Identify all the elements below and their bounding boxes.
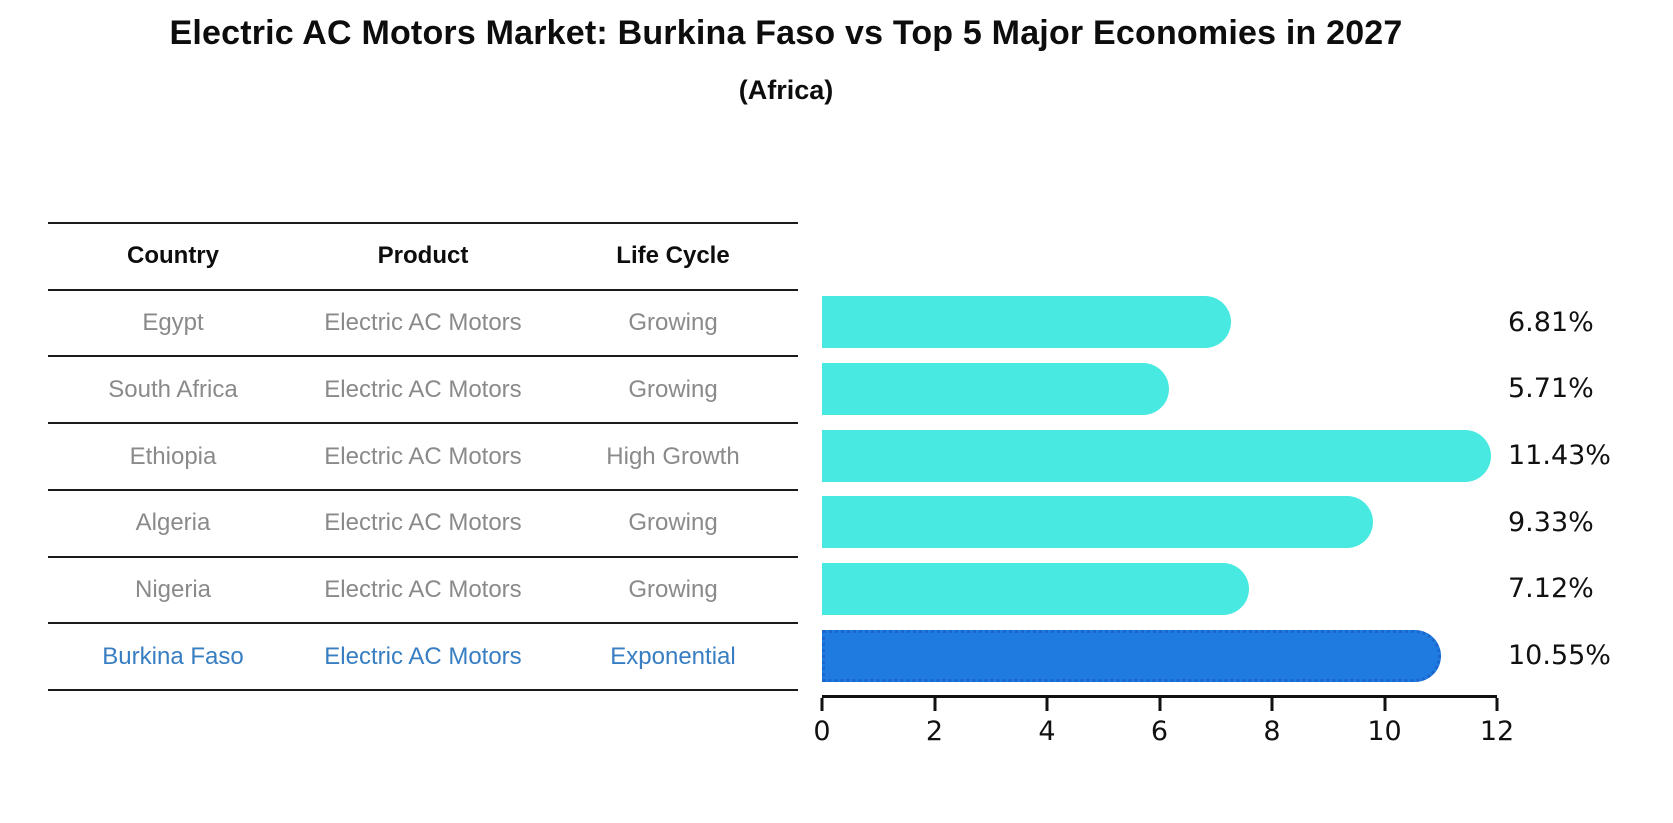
axis-tick bbox=[1158, 698, 1161, 711]
bar-burkina-faso bbox=[822, 629, 1442, 682]
table-row-ethiopia: Ethiopia Electric AC Motors High Growth bbox=[48, 424, 798, 491]
table-cell-life-cycle: Exponential bbox=[610, 642, 736, 670]
axis-tick bbox=[933, 698, 936, 711]
table-row-nigeria: Nigeria Electric AC Motors Growing bbox=[48, 558, 798, 625]
axis-tick-label: 2 bbox=[925, 716, 944, 747]
table-cell-life-cycle: Growing bbox=[628, 509, 718, 537]
table-cell-country: Egypt bbox=[142, 309, 204, 337]
table-row-burkina-faso: Burkina Faso Electric AC Motors Exponentia… bbox=[48, 624, 798, 692]
table-cell-product: Electric AC Motors bbox=[324, 509, 522, 537]
page-subtitle: (Africa) bbox=[738, 75, 834, 105]
figure-header: Electric AC Motors Market: Burkina Faso … bbox=[0, 14, 1572, 106]
table-cell-product: Electric AC Motors bbox=[324, 375, 522, 403]
comparison-table: Country Product Life Cycle Egypt Electric… bbox=[48, 222, 798, 692]
table-cell-life-cycle: High Growth bbox=[606, 442, 740, 470]
axis-tick-label: 8 bbox=[1263, 716, 1281, 747]
table-cell-product: Electric AC Motors bbox=[324, 575, 522, 603]
table-row-algeria: Algeria Electric AC Motors Growing bbox=[48, 491, 798, 558]
table-cell-life-cycle: Growing bbox=[628, 575, 718, 603]
axis-tick-label: 0 bbox=[813, 716, 831, 747]
x-axis: 0 2 4 6 8 10 12 bbox=[813, 695, 1514, 758]
axis-tick-label: 12 bbox=[1479, 716, 1515, 747]
axis-tick-label: 6 bbox=[1150, 716, 1169, 747]
header-cell-life-cycle: Life Cycle bbox=[616, 242, 730, 270]
axis-tick bbox=[1270, 698, 1274, 711]
bar-nigeria bbox=[822, 562, 1249, 615]
table-row-egypt: Egypt Electric AC Motors Growing bbox=[48, 291, 798, 358]
value-label: 11.43% bbox=[1508, 440, 1611, 472]
table-cell-life-cycle: Growing bbox=[628, 309, 718, 337]
table-cell-product: Electric AC Motors bbox=[324, 309, 522, 337]
header-cell-country: Country bbox=[127, 242, 219, 270]
value-label: 10.55% bbox=[1508, 640, 1611, 672]
value-row-burkina-faso: 10.55% bbox=[1508, 622, 1673, 689]
table-cell-country: Nigeria bbox=[134, 575, 212, 603]
axis-tick-label: 4 bbox=[1038, 716, 1056, 747]
bar-row-south-africa bbox=[822, 355, 1497, 422]
axis-tick bbox=[1045, 698, 1049, 711]
value-row-egypt: 6.81% bbox=[1508, 289, 1673, 356]
bar-row-ethiopia bbox=[822, 422, 1497, 489]
table-cell-country: Algeria bbox=[135, 509, 211, 537]
axis-tick bbox=[820, 698, 824, 711]
axis-tick bbox=[1495, 698, 1499, 711]
value-label: 9.33% bbox=[1508, 506, 1594, 538]
table-cell-product: Electric AC Motors bbox=[324, 642, 522, 670]
bar-row-algeria bbox=[822, 489, 1497, 556]
value-row-nigeria: 7.12% bbox=[1508, 556, 1673, 623]
header-cell-product: Product bbox=[377, 242, 469, 270]
table-row-south-africa: South Africa Electric AC Motors Growing bbox=[48, 357, 798, 425]
value-row-spacer bbox=[1508, 222, 1673, 289]
value-label: 5.71% bbox=[1508, 373, 1594, 405]
bar-egypt bbox=[822, 296, 1232, 349]
value-label: 6.81% bbox=[1508, 306, 1594, 338]
bar-algeria bbox=[822, 496, 1373, 549]
table-cell-life-cycle: Growing bbox=[628, 375, 718, 403]
table-cell-country: Burkina Faso bbox=[102, 642, 244, 670]
page-title: Electric AC Motors Market: Burkina Faso … bbox=[169, 14, 1403, 52]
bar-row-burkina-faso bbox=[822, 622, 1497, 689]
table-cell-country: Ethiopia bbox=[129, 442, 217, 470]
value-row-ethiopia: 11.43% bbox=[1508, 422, 1673, 489]
value-row-algeria: 9.33% bbox=[1508, 489, 1673, 556]
bar-row-egypt bbox=[822, 289, 1497, 356]
axis-tick-label: 10 bbox=[1367, 716, 1402, 747]
table-cell-country: South Africa bbox=[108, 375, 238, 403]
bar-row-spacer bbox=[822, 222, 1497, 289]
bar-south-africa bbox=[822, 362, 1170, 415]
value-label-column: 6.81% 5.71% 11.43% 9.33% 7.12% 10.55% bbox=[1508, 222, 1673, 689]
bar-ethiopia bbox=[822, 429, 1491, 482]
value-label: 7.12% bbox=[1508, 573, 1594, 605]
table-header-row: Country Product Life Cycle bbox=[48, 224, 798, 291]
table-cell-product: Electric AC Motors bbox=[324, 442, 522, 470]
bar-chart bbox=[822, 222, 1497, 689]
value-row-south-africa: 5.71% bbox=[1508, 355, 1673, 422]
bar-row-nigeria bbox=[822, 556, 1497, 623]
axis-tick bbox=[1383, 698, 1386, 711]
